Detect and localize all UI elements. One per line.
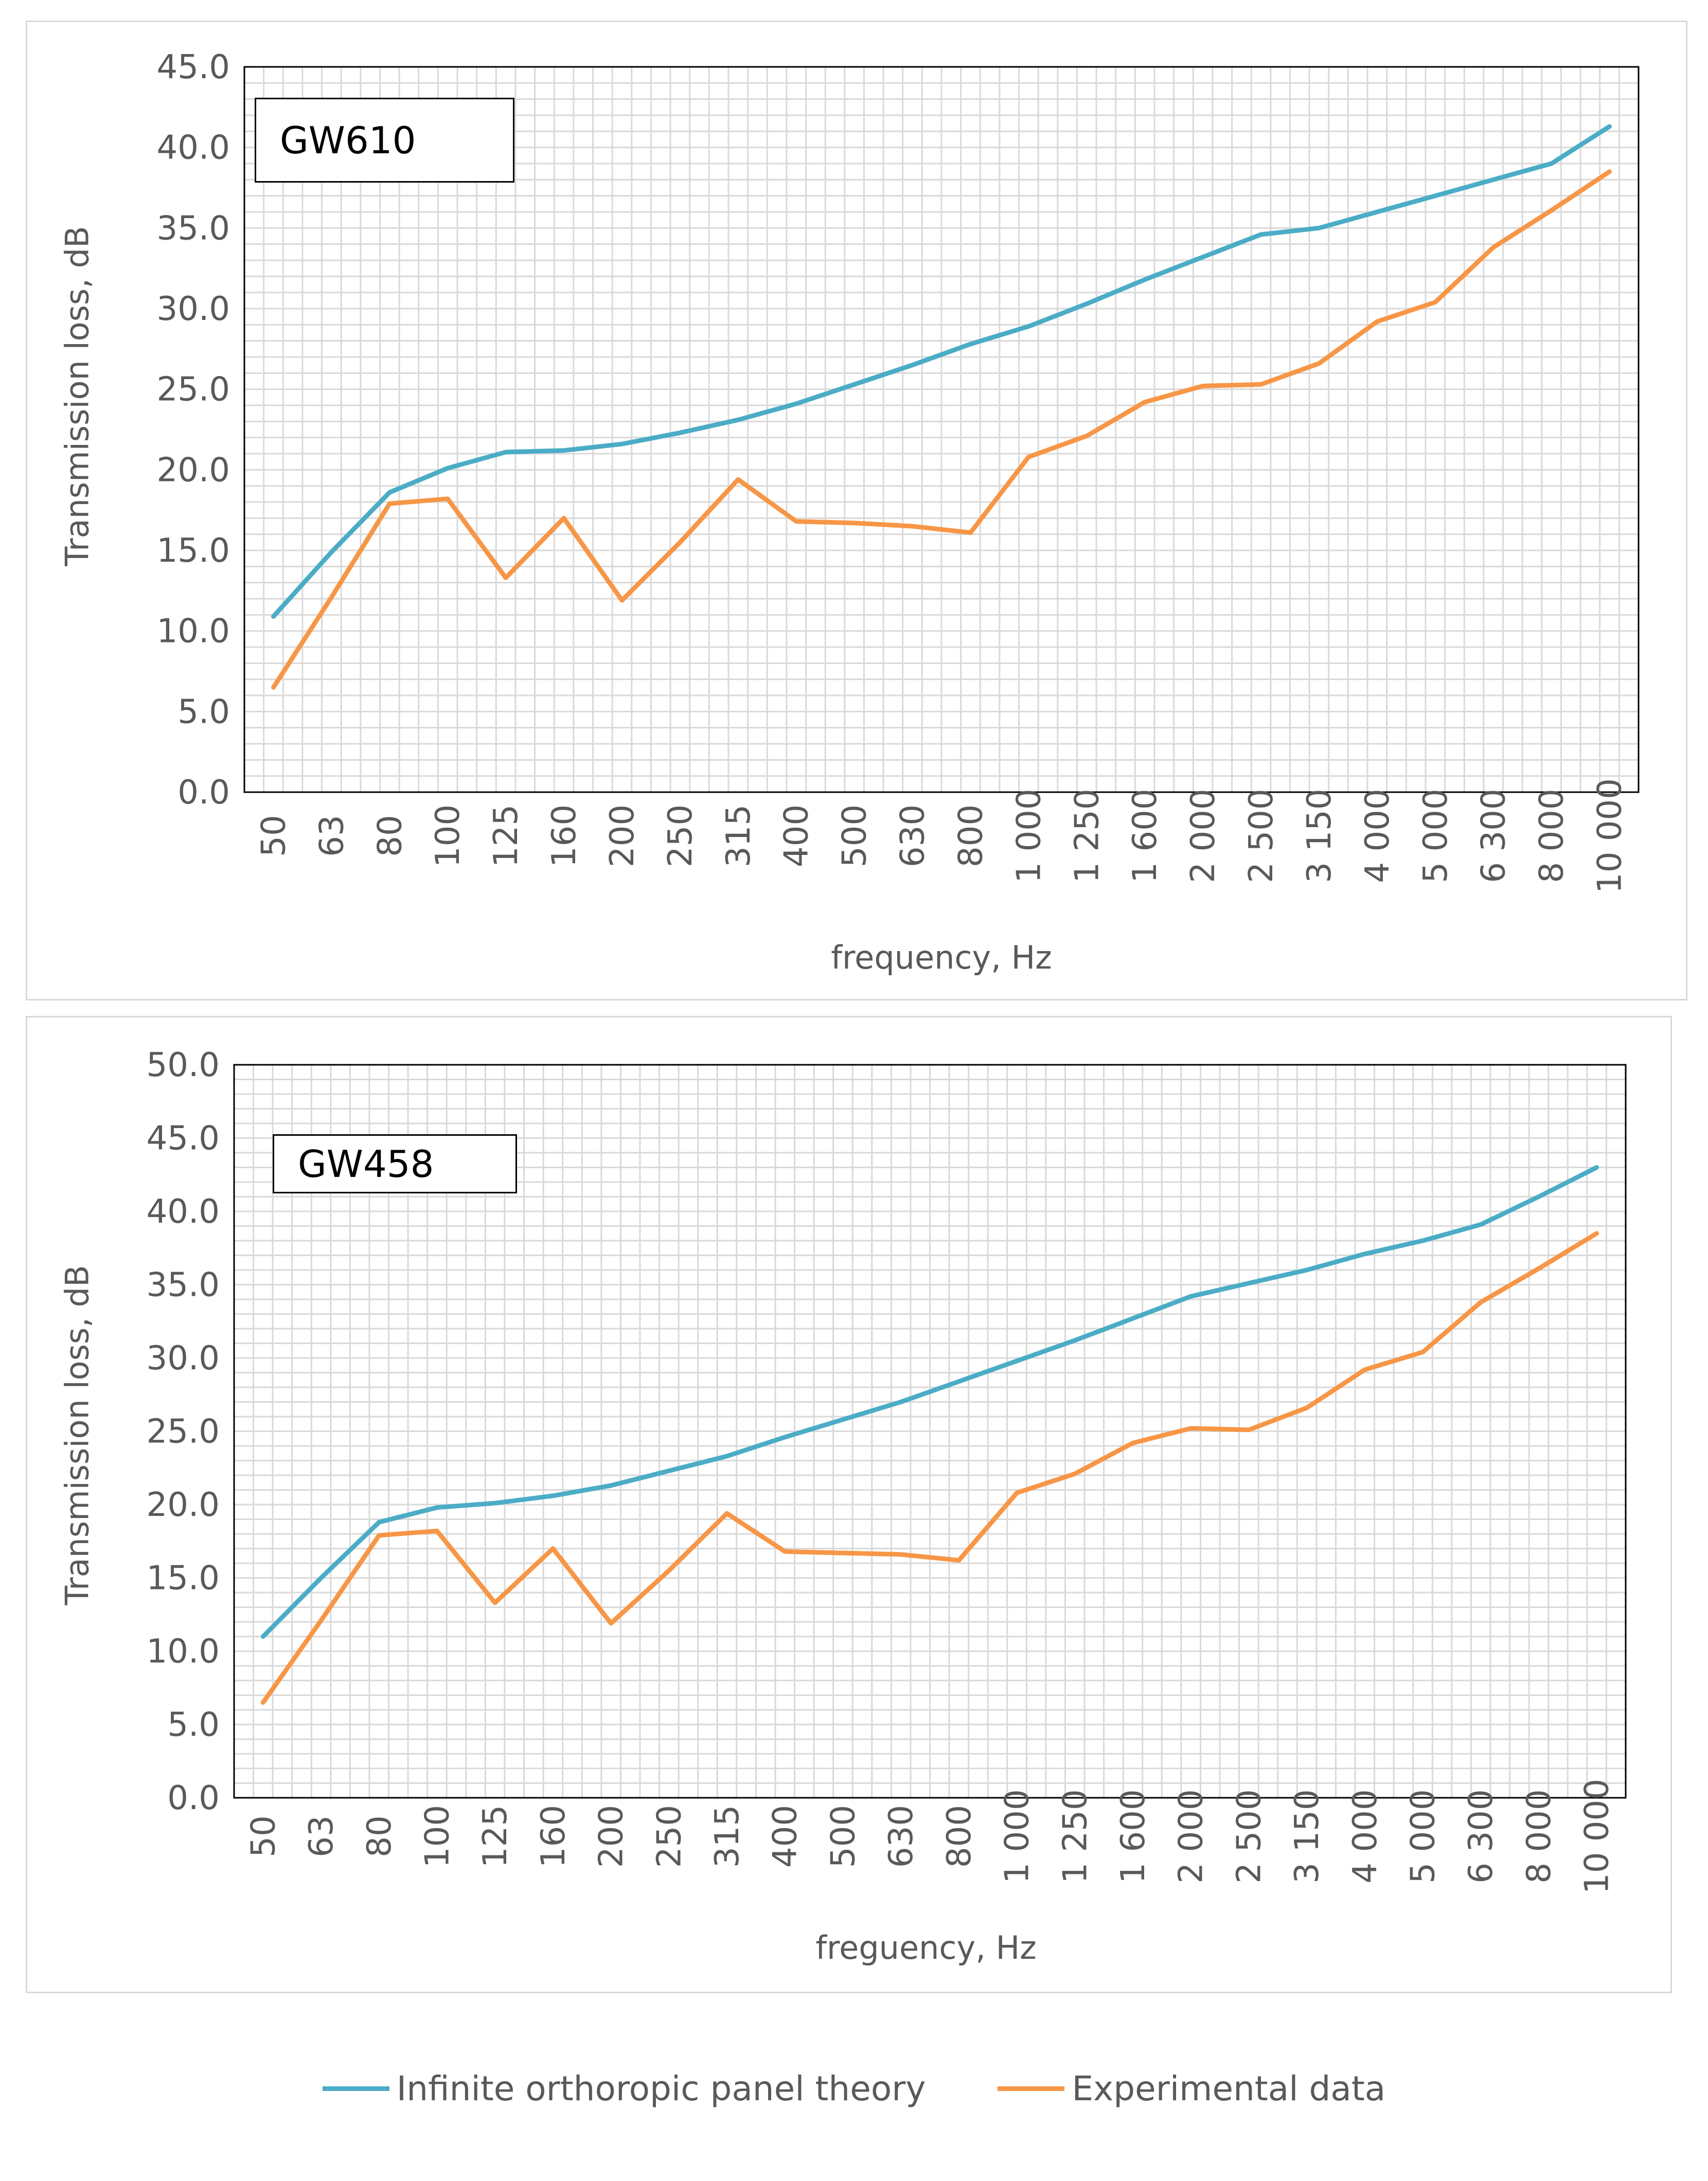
y-tick-label: 45.0 xyxy=(147,1120,220,1158)
x-tick-label: 1 600 xyxy=(1114,1789,1152,1883)
x-tick-label: 50 xyxy=(255,815,293,856)
y-tick-label: 30.0 xyxy=(157,290,230,328)
x-tick-label: 2 000 xyxy=(1172,1789,1211,1883)
series-line-experimental xyxy=(271,169,1612,690)
x-tick-label: 250 xyxy=(662,805,700,867)
x-tick-label: 160 xyxy=(535,1805,573,1868)
x-tick-label: 10 000 xyxy=(1591,778,1629,893)
x-tick-label: 630 xyxy=(894,805,932,867)
y-tick-label: 40.0 xyxy=(157,129,230,167)
y-tick-label: 25.0 xyxy=(147,1413,220,1451)
y-tick-label: 0.0 xyxy=(177,774,230,812)
x-tick-label: 800 xyxy=(940,1805,978,1868)
y-tick-label: 20.0 xyxy=(147,1486,220,1524)
y-tick-label: 20.0 xyxy=(157,451,230,489)
x-tick-label: 3 150 xyxy=(1288,1789,1326,1883)
x-tick-label: 800 xyxy=(952,805,990,867)
x-tick-label: 125 xyxy=(476,1805,514,1868)
x-tick-label: 3 150 xyxy=(1301,789,1339,883)
x-tick-label: 80 xyxy=(371,815,409,856)
x-tick-label: 1 600 xyxy=(1126,789,1164,883)
y-tick-label: 5.0 xyxy=(167,1706,220,1744)
y-tick-label: 40.0 xyxy=(147,1193,220,1231)
x-tick-label: 200 xyxy=(593,1805,631,1868)
x-tick-label: 1 250 xyxy=(1068,789,1106,883)
y-tick-label: 5.0 xyxy=(177,693,230,731)
x-tick-label: 5 000 xyxy=(1404,1789,1443,1883)
x-tick-label: 4 000 xyxy=(1346,1789,1384,1883)
y-tick-label: 0.0 xyxy=(167,1779,220,1817)
x-tick-label: 200 xyxy=(603,805,642,867)
x-tick-label: 1 000 xyxy=(999,1789,1037,1883)
x-tick-label: 100 xyxy=(418,1805,456,1868)
legend-experimental-swatch xyxy=(998,2086,1065,2091)
legend-experimental-label: Experimental data xyxy=(1072,2068,1386,2108)
series-line-theory xyxy=(260,1165,1599,1639)
x-tick-label: 100 xyxy=(429,805,467,867)
x-tick-label: 8 000 xyxy=(1520,1789,1558,1883)
legend-item-theory: Infinite orthoropic panel theory xyxy=(322,2068,926,2108)
plot-area-border xyxy=(243,66,1640,793)
series-line-experimental xyxy=(260,1231,1599,1705)
y-tick-label: 15.0 xyxy=(157,532,230,570)
x-tick-label: 315 xyxy=(720,805,758,867)
y-tick-label: 45.0 xyxy=(157,48,230,86)
x-tick-label: 500 xyxy=(824,1805,862,1868)
x-tick-label: 5 000 xyxy=(1417,789,1455,883)
x-tick-label: 2 500 xyxy=(1242,789,1280,883)
x-tick-label: 8 000 xyxy=(1533,789,1571,883)
x-tick-label: 50 xyxy=(244,1815,282,1857)
x-axis-title: freguency, Hz xyxy=(815,1929,1037,1967)
legend-item-experimental: Experimental data xyxy=(998,2069,1385,2108)
x-tick-label: 2 500 xyxy=(1230,1789,1268,1883)
y-axis-title: Transmission loss, dB xyxy=(58,1265,96,1605)
x-tick-label: 2 000 xyxy=(1184,789,1222,883)
x-tick-label: 400 xyxy=(767,1805,805,1868)
legend-theory-swatch xyxy=(322,2086,389,2091)
x-tick-label: 500 xyxy=(836,805,874,867)
y-tick-label: 15.0 xyxy=(147,1560,220,1598)
x-tick-label: 125 xyxy=(487,805,525,867)
x-tick-label: 4 000 xyxy=(1359,789,1397,883)
legend: Infinite orthoropic panel theory Experim… xyxy=(0,2063,1708,2114)
plot-area-border xyxy=(233,1064,1627,1799)
x-tick-label: 1 250 xyxy=(1056,1789,1094,1883)
x-tick-label: 6 300 xyxy=(1462,1789,1500,1883)
chart-title-box: GW610 xyxy=(255,98,514,183)
x-axis-title: frequency, Hz xyxy=(831,939,1052,976)
x-tick-label: 1 000 xyxy=(1010,789,1048,883)
x-tick-label: 250 xyxy=(650,1805,688,1868)
y-tick-label: 35.0 xyxy=(147,1266,220,1304)
x-tick-label: 630 xyxy=(882,1805,920,1868)
x-tick-label: 80 xyxy=(361,1815,399,1857)
x-tick-label: 6 300 xyxy=(1475,789,1513,883)
y-tick-label: 50.0 xyxy=(147,1046,220,1084)
y-tick-label: 10.0 xyxy=(157,613,230,651)
x-tick-label: 10 000 xyxy=(1578,1779,1616,1894)
legend-theory-label: Infinite orthoropic panel theory xyxy=(396,2068,926,2108)
x-tick-label: 400 xyxy=(778,805,816,867)
x-tick-label: 63 xyxy=(313,815,351,856)
x-tick-label: 315 xyxy=(708,1805,746,1868)
y-tick-label: 30.0 xyxy=(147,1339,220,1378)
chart-title-box: GW458 xyxy=(273,1134,517,1193)
y-tick-label: 25.0 xyxy=(157,371,230,409)
y-tick-label: 10.0 xyxy=(147,1633,220,1671)
y-tick-label: 35.0 xyxy=(157,209,230,247)
x-tick-label: 63 xyxy=(303,1815,341,1857)
x-tick-label: 160 xyxy=(545,805,583,867)
series-line-theory xyxy=(271,124,1612,619)
